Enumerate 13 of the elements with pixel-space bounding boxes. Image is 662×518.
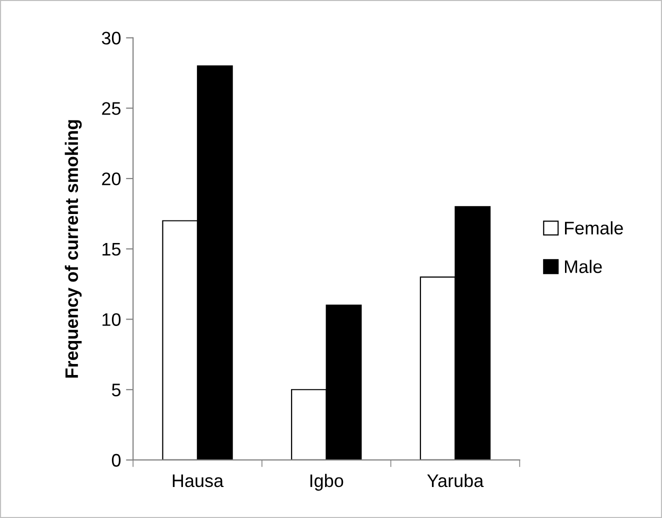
- y-tick-label: 30: [102, 32, 121, 45]
- y-tick-label: 20: [102, 172, 121, 186]
- x-tick-label: Hausa: [172, 474, 224, 488]
- y-tick-label: 0: [112, 454, 121, 467]
- y-axis-title: Frequency of current smoking: [64, 120, 82, 378]
- y-tick-label: 25: [102, 102, 120, 115]
- x-tick-label: Igbo: [310, 474, 344, 491]
- x-tick-label: Yaruba: [427, 474, 484, 488]
- y-tick-label: 15: [102, 243, 120, 256]
- legend-label: Male: [564, 260, 602, 274]
- y-tick-label: 5: [112, 384, 120, 396]
- y-tick-label: 10: [102, 313, 121, 326]
- legend-label: Female: [564, 221, 623, 234]
